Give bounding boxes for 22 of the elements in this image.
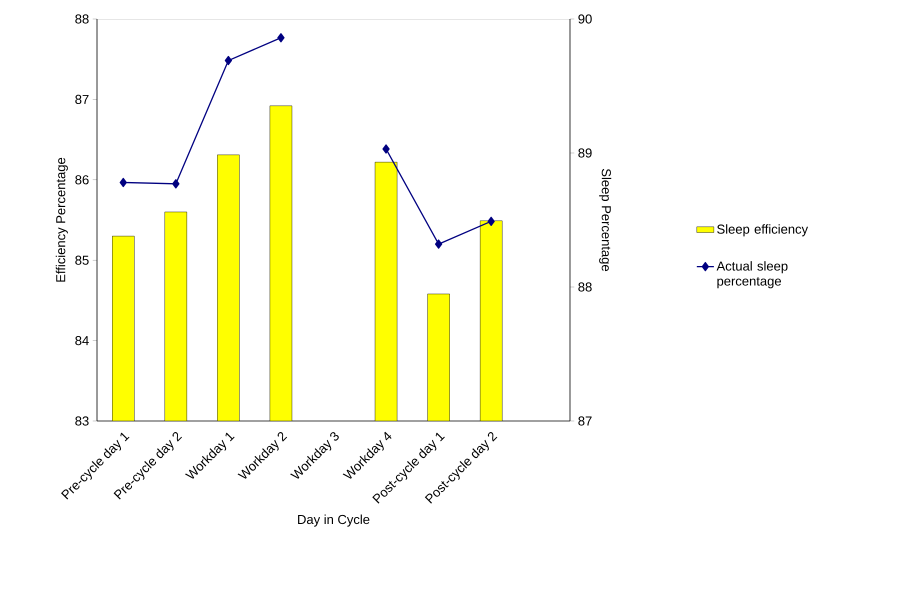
y-tick-label: 83	[75, 416, 89, 426]
y-tick-label: 88	[75, 14, 89, 24]
y-tick-label: 84	[75, 336, 89, 346]
point	[172, 179, 180, 188]
y2-axis-title: Sleep Percentage	[599, 168, 612, 272]
point	[224, 56, 232, 66]
point	[488, 216, 495, 226]
point	[434, 239, 442, 249]
y2-tick-label: 89	[578, 148, 592, 158]
legend-label: Sleep efficiency	[717, 224, 808, 236]
y-tick-label: 85	[75, 256, 89, 265]
legend-label: Actual sleep percentage	[716, 261, 788, 288]
point	[382, 144, 390, 154]
y-tick-label: 86	[75, 175, 89, 184]
y-axis-title: Efficiency Percentage	[56, 158, 68, 282]
point	[277, 33, 285, 42]
x-axis-title: Day in Cycle	[298, 514, 370, 527]
y2-tick-label: 90	[578, 14, 592, 24]
point	[120, 178, 127, 188]
y-tick-label: 87	[75, 94, 89, 104]
y2-tick-label: 88	[578, 282, 592, 292]
y2-tick-label: 87	[578, 416, 592, 426]
